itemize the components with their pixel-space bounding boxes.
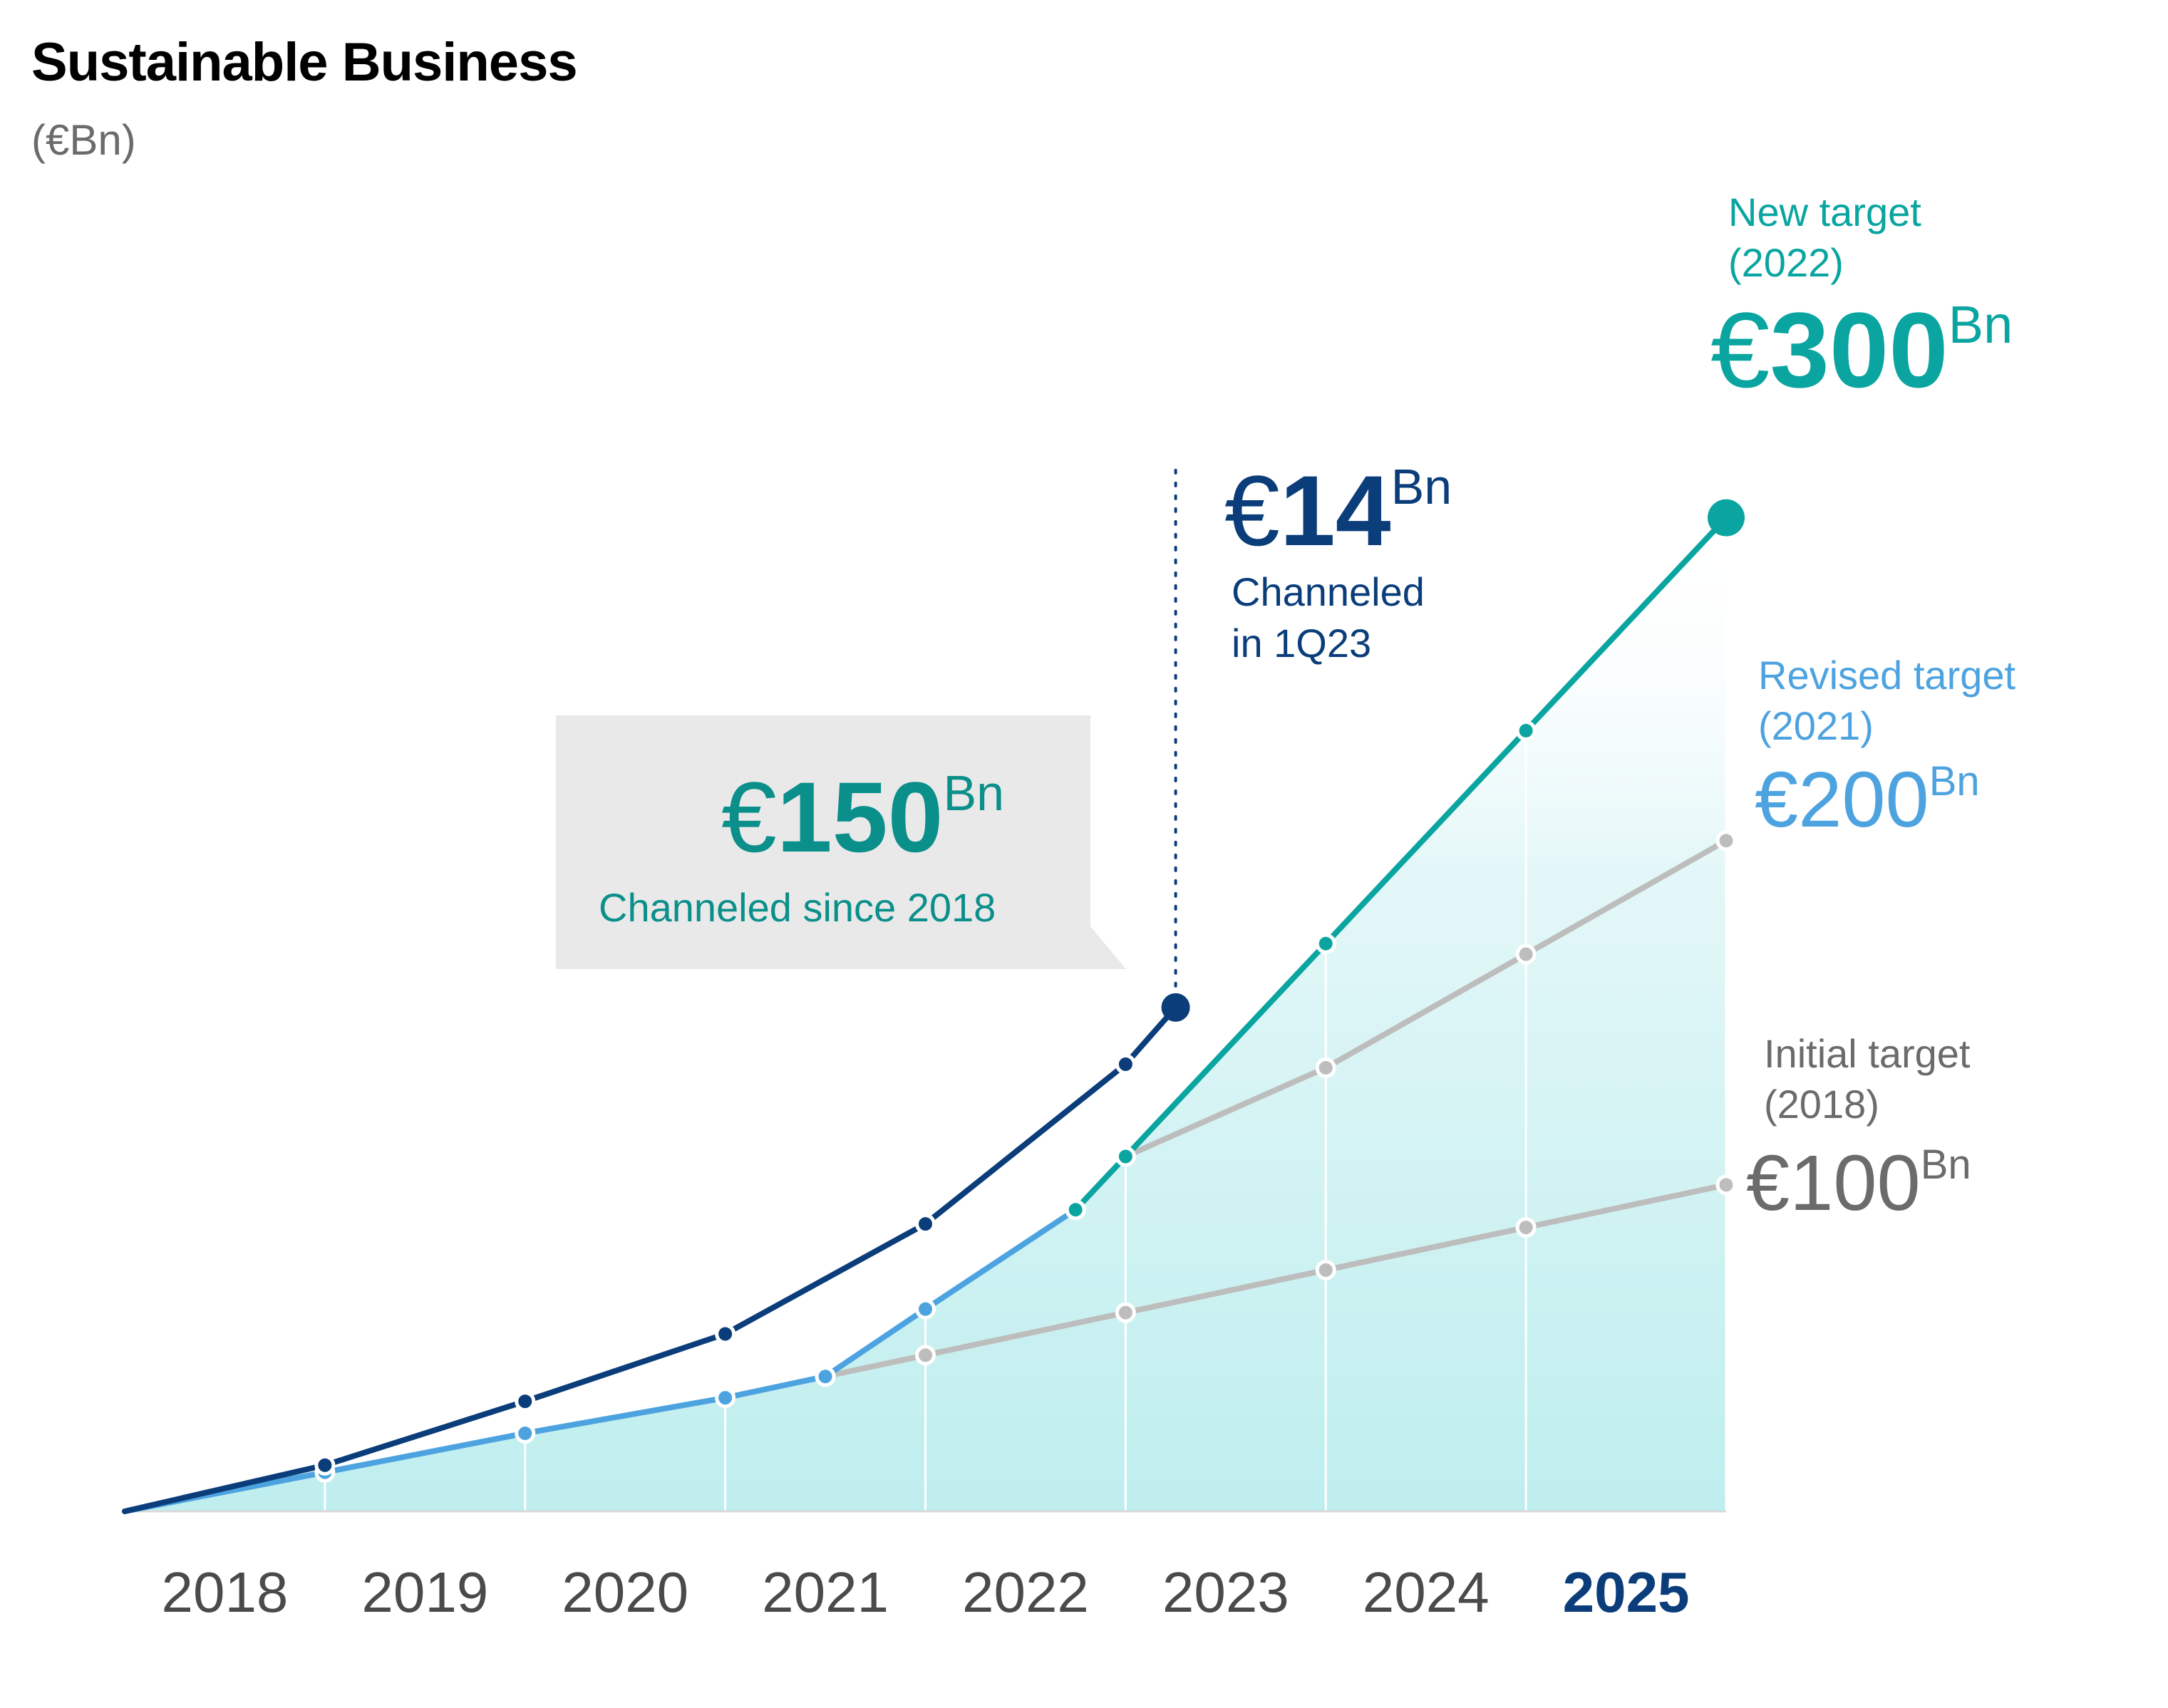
data-point xyxy=(915,1298,936,1320)
data-point xyxy=(1315,933,1336,954)
vertical-gridlines xyxy=(324,517,1728,1511)
series-end-marker xyxy=(1161,993,1190,1022)
x-tick-label: 2025 xyxy=(1563,1561,1690,1624)
data-point xyxy=(1115,1302,1136,1323)
new-target-label-1: New target xyxy=(1728,190,1921,234)
data-point xyxy=(1515,720,1537,741)
revised-target-label-1: Revised target xyxy=(1758,653,2016,698)
callout-number: 150 xyxy=(777,761,944,873)
page-title: Sustainable Business xyxy=(31,32,578,93)
initial-target-label-1: Initial target xyxy=(1764,1031,1971,1076)
quarter-caption-1: Channeled xyxy=(1232,569,1425,614)
data-point xyxy=(715,1387,736,1409)
data-point xyxy=(1065,1199,1086,1221)
data-point xyxy=(1315,1259,1336,1280)
x-tick-labels: 2018 2019 2020 2021 2022 2023 2024 2025 xyxy=(161,1561,1689,1624)
x-tick-label: 2018 xyxy=(161,1561,288,1624)
quarter-caption-2: in 1Q23 xyxy=(1232,621,1371,666)
data-point xyxy=(515,1391,536,1412)
revised-target-label-2: (2021) xyxy=(1758,703,1874,748)
revised-target-unit: Bn xyxy=(1929,758,1980,804)
data-point xyxy=(515,1422,536,1444)
initial-target-number: 100 xyxy=(1790,1139,1921,1227)
data-point xyxy=(1515,1217,1537,1238)
data-point xyxy=(1315,1057,1336,1078)
quarter-currency: € xyxy=(1224,455,1280,566)
callout-unit: Bn xyxy=(943,765,1004,821)
quarter-number: 14 xyxy=(1280,455,1391,566)
x-tick-label: 2023 xyxy=(1162,1561,1289,1624)
x-tick-label: 2020 xyxy=(562,1561,688,1624)
data-point xyxy=(915,1345,936,1366)
revised-target-number: 200 xyxy=(1798,756,1929,844)
data-point xyxy=(1715,1174,1737,1196)
initial-target-currency: € xyxy=(1746,1139,1790,1227)
series-line xyxy=(822,1181,1729,1380)
initial-target-value: €100Bn xyxy=(1746,1139,1971,1227)
unit-subtitle: (€Bn) xyxy=(31,116,136,164)
callout-caption: Channeled since 2018 xyxy=(599,885,996,930)
x-tick-label: 2019 xyxy=(361,1561,488,1624)
new-target-unit: Bn xyxy=(1948,295,2013,354)
initial-target-unit: Bn xyxy=(1921,1142,1971,1188)
x-tick-label: 2024 xyxy=(1363,1561,1490,1624)
callout-value: €150Bn xyxy=(721,761,1004,873)
callout-box-cumulative xyxy=(556,715,1126,969)
data-point xyxy=(1515,943,1537,965)
data-point xyxy=(915,1213,936,1235)
new-target-number: 300 xyxy=(1770,290,1948,410)
data-point xyxy=(1115,1146,1136,1167)
revised-target-value: €200Bn xyxy=(1755,756,1980,844)
series-end-marker xyxy=(1708,499,1745,537)
quarter-unit: Bn xyxy=(1391,459,1452,514)
series-markers xyxy=(314,499,1745,1483)
new-target-value: €300Bn xyxy=(1710,290,2013,410)
data-point xyxy=(1715,830,1737,852)
x-tick-label: 2021 xyxy=(762,1561,889,1624)
new-target-label-2: (2022) xyxy=(1728,240,1844,285)
data-point xyxy=(1115,1054,1136,1075)
revised-target-currency: € xyxy=(1755,756,1798,844)
callout-currency: € xyxy=(721,761,777,873)
data-point xyxy=(715,1323,736,1345)
x-tick-label: 2022 xyxy=(962,1561,1089,1624)
initial-target-label-2: (2018) xyxy=(1764,1082,1879,1127)
data-point xyxy=(815,1366,836,1387)
new-target-currency: € xyxy=(1710,290,1770,410)
quarter-value: €14Bn xyxy=(1224,455,1452,566)
data-point xyxy=(314,1454,336,1476)
